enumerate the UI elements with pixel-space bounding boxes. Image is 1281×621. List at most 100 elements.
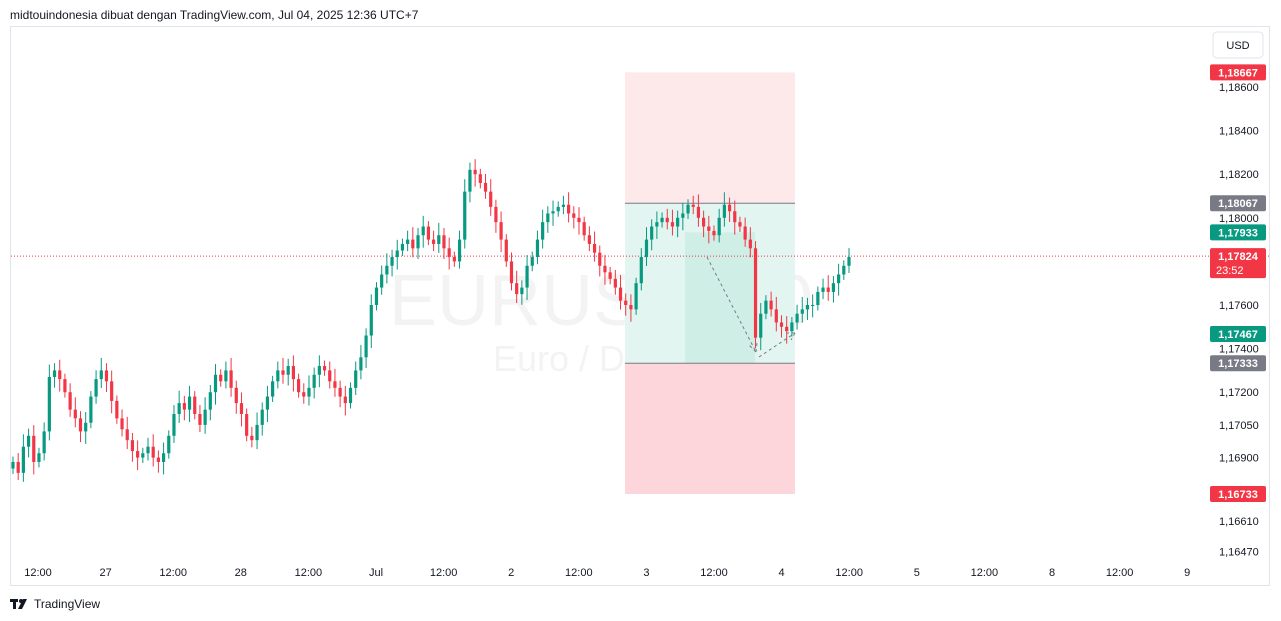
x-tick-label: 9	[1184, 567, 1190, 579]
profit-zone-filled[interactable]	[685, 232, 755, 364]
candle-body	[483, 182, 488, 192]
candle-body	[499, 222, 503, 240]
candle-body	[411, 239, 415, 249]
candle-body	[219, 374, 223, 382]
y-tick-label: 1,17400	[1219, 344, 1259, 356]
candle-body	[120, 418, 124, 430]
candle-body	[94, 379, 98, 397]
candle-body	[63, 379, 67, 393]
candle-body	[229, 370, 233, 388]
candle-body	[198, 414, 202, 425]
price-tag-label: 1,18667	[1218, 67, 1258, 79]
candle-body	[546, 213, 550, 223]
y-tick-label: 1,17050	[1219, 420, 1259, 432]
candle-body	[837, 274, 841, 284]
candle-body	[691, 204, 695, 207]
candle-body	[333, 381, 337, 388]
candle-body	[32, 435, 36, 462]
candle-body	[213, 374, 218, 393]
y-tick-label: 1,16470	[1219, 546, 1259, 558]
candle-body	[764, 300, 768, 314]
candle-body	[473, 169, 477, 175]
candle-body	[338, 387, 342, 397]
x-tick-label: 12:00	[971, 567, 999, 579]
candle-body	[598, 252, 602, 266]
candle-body	[172, 414, 176, 436]
candle-body	[400, 243, 405, 251]
price-tag-label: 1,17824	[1218, 251, 1259, 263]
footer: TradingView	[10, 594, 100, 614]
candle-body	[442, 235, 446, 249]
currency-button[interactable]	[1212, 31, 1264, 59]
candle-body	[245, 414, 249, 436]
candle-body	[489, 191, 493, 207]
price-tag-label: 1,17333	[1218, 358, 1258, 370]
chart-frame[interactable]: EURUSD, 30 Euro / Dollar AS 1,18600 1,18400…	[10, 26, 1270, 586]
candle-body	[551, 211, 555, 214]
candle-body	[468, 169, 472, 192]
candle-body	[182, 403, 186, 410]
candle-body	[603, 265, 607, 273]
price-tag[interactable]	[1210, 195, 1266, 212]
candle-body	[727, 204, 732, 212]
trade-path-up	[758, 332, 796, 358]
candle-body	[821, 287, 825, 292]
price-tag[interactable]	[1210, 325, 1266, 342]
candle-body	[509, 261, 514, 284]
candle-body	[520, 287, 524, 295]
candle-body	[167, 435, 171, 454]
x-tick-label: 12:00	[700, 567, 728, 579]
candle-body	[753, 248, 758, 338]
candle-body	[644, 239, 649, 258]
candle-body	[390, 257, 394, 266]
candle-body	[369, 305, 373, 336]
candle-body	[385, 265, 389, 275]
candle-body	[84, 422, 88, 432]
candle-body	[21, 446, 25, 473]
candle-body	[800, 309, 804, 314]
price-tag[interactable]	[1210, 486, 1266, 503]
tradingview-logo-icon[interactable]	[10, 597, 30, 611]
candle-body	[592, 243, 597, 253]
candle-body	[525, 265, 529, 288]
price-tag-label: 1,16733	[1218, 489, 1258, 501]
currency-button-label: USD	[1226, 40, 1249, 52]
price-tag[interactable]	[1210, 64, 1266, 81]
candle-body	[665, 217, 669, 223]
candle-body	[322, 366, 327, 371]
candle-body	[535, 239, 540, 258]
candle-body	[296, 379, 301, 393]
loss-zone[interactable]	[625, 363, 795, 495]
candle-body	[110, 381, 114, 401]
candle-body	[250, 435, 254, 441]
price-tag[interactable]	[1210, 224, 1266, 241]
y-tick-label: 1,17200	[1219, 387, 1259, 399]
candle-body	[395, 250, 399, 258]
y-tick-label: 1,18600	[1219, 82, 1259, 94]
candle-body	[811, 305, 815, 306]
tradingview-brand[interactable]: TradingView	[34, 597, 101, 611]
x-tick-label: 4	[779, 567, 785, 579]
candle-body	[712, 230, 716, 236]
candle-body	[37, 453, 41, 462]
candle-body	[286, 366, 290, 375]
stop-zone-upper[interactable]	[625, 72, 795, 204]
candle-body	[618, 287, 623, 301]
candle-body	[255, 424, 259, 441]
candle-body	[136, 451, 140, 458]
candle-body	[686, 204, 690, 214]
candle-body	[187, 396, 192, 410]
candle-body	[504, 239, 508, 262]
candle-body	[16, 461, 20, 473]
candle-body	[660, 217, 664, 223]
candle-body	[624, 300, 628, 305]
price-tag[interactable]	[1210, 355, 1266, 372]
x-tick-label: 12:00	[159, 567, 187, 579]
candle-body	[406, 239, 410, 244]
candle-body	[738, 222, 742, 227]
x-tick-label: 8	[1049, 567, 1055, 579]
candle-body	[317, 366, 321, 375]
price-tag[interactable]	[1210, 248, 1266, 279]
candle-body	[826, 287, 830, 292]
